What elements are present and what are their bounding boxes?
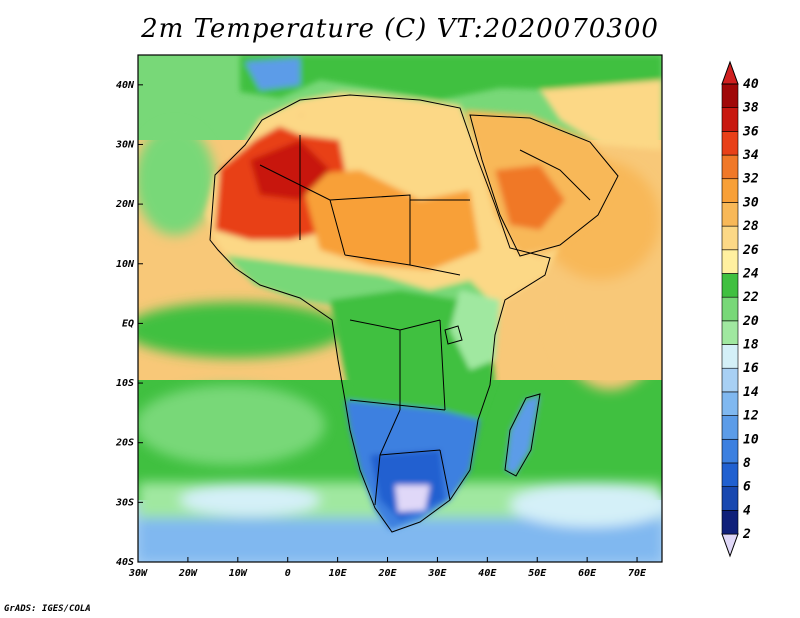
ocean-green-sw: [138, 385, 325, 465]
y-tick-label: 10S: [116, 378, 134, 389]
land-arabia-hot: [495, 165, 565, 230]
ocean-pale-se: [510, 483, 662, 527]
colorbar-segment: [721, 83, 739, 108]
land-highveld-frost: [395, 485, 430, 512]
colorbar-label: 20: [742, 314, 759, 329]
lake-victoria: [444, 325, 463, 345]
colorbar-label: 32: [742, 172, 759, 187]
map-plot-area: [138, 55, 662, 562]
x-tick-label: 70E: [628, 568, 647, 579]
colorbar-lower-arrow: [721, 533, 739, 558]
coastline-africa: [209, 94, 551, 533]
colorbar-label: 26: [742, 243, 759, 258]
colorbar-segment: [721, 202, 739, 227]
x-tick-label: 30E: [427, 568, 447, 579]
colorbar-segment: [721, 415, 739, 440]
colorbar-label: 2: [742, 527, 751, 542]
x-tick-label: 10E: [329, 568, 348, 579]
colorbar-segment: [721, 178, 739, 203]
y-tick-label: EQ: [122, 318, 134, 329]
y-tick-label: 40S: [116, 557, 134, 568]
x-tick-label: 20W: [178, 568, 198, 579]
colorbar-segment: [721, 367, 739, 393]
colorbar-label: 30: [742, 195, 759, 210]
colorbar-label: 38: [742, 101, 759, 116]
land-sahara-core: [250, 140, 330, 200]
colorbar-label: 24: [742, 266, 759, 281]
y-tick-label: 20S: [115, 438, 134, 449]
ocean-pale-sw: [180, 484, 320, 516]
colorbar-segment: [721, 486, 739, 511]
colorbar-upper-arrow: [721, 60, 739, 85]
colorbar-label: 22: [742, 290, 759, 305]
x-tick-label: 40E: [478, 568, 497, 579]
colorbar-segment: [721, 510, 739, 535]
x-tick-label: 10W: [229, 568, 248, 579]
coastline-arabia: [469, 114, 619, 257]
grads-credit: GrADS: IGES/COLA: [4, 604, 91, 614]
colorbar-segment: [721, 154, 739, 180]
x-tick-label: 60E: [578, 568, 597, 579]
colorbar-segment: [721, 273, 739, 298]
land-east-africa-highlands: [450, 290, 500, 370]
land-mediterranean-coast: [260, 105, 470, 145]
ocean-canary-cool: [138, 125, 215, 235]
land-madagascar: [505, 395, 540, 475]
ocean-green-tongue: [138, 302, 345, 358]
x-tick-label: 50E: [528, 568, 547, 579]
land-sahara-center: [300, 170, 480, 270]
colorbar-label: 18: [743, 338, 759, 353]
colorbar-segment: [721, 225, 739, 251]
colorbar-segment: [721, 438, 739, 464]
x-tick-label: 0: [285, 568, 291, 579]
colorbar-label: 14: [743, 385, 759, 400]
colorbar-label: 28: [742, 219, 759, 234]
land-areas: [205, 55, 662, 530]
border-lines: [259, 135, 591, 506]
y-tick-label: 30S: [115, 497, 134, 508]
land-alps-cool: [245, 58, 300, 90]
y-tick-label: 10N: [116, 259, 135, 270]
colorbar-segment: [721, 462, 739, 487]
colorbar-label: 34: [742, 148, 759, 163]
colorbar-label: 4: [743, 503, 751, 518]
colorbar-segment: [721, 320, 739, 345]
country-borders: [209, 94, 619, 533]
colorbar-label: 12: [743, 409, 759, 424]
colorbar-label: 40: [743, 77, 759, 92]
map-axis-ticks: 30W 20W 10W 0 10E 20E 30E 40E 50E 60E 70E 40N 30N 20N…: [115, 80, 647, 579]
y-tick-label: 40N: [116, 80, 135, 91]
colorbar-label: 16: [743, 361, 759, 376]
map-title: 2m Temperature (C) VT:2020070300: [141, 14, 659, 44]
coastline-madagascar: [504, 393, 541, 477]
colorbar-segment: [721, 391, 739, 416]
colorbar-segment: [721, 107, 739, 132]
map-frame: [137, 54, 663, 563]
colorbar-label: 6: [743, 480, 751, 495]
colorbar-label: 10: [743, 432, 759, 447]
colorbar-segment: [721, 131, 739, 156]
x-tick-label: 30W: [128, 568, 148, 579]
land-middle-east: [540, 80, 662, 150]
colorbar-segment: [721, 296, 739, 322]
x-tick-label: 20E: [377, 568, 397, 579]
y-tick-label: 30N: [115, 139, 135, 150]
y-tick-label: 20N: [115, 199, 135, 210]
colorbar-segment: [721, 249, 739, 274]
colorbar-label: 36: [742, 124, 759, 139]
colorbar-segment: [721, 344, 739, 369]
colorbar-label: 8: [743, 456, 751, 471]
